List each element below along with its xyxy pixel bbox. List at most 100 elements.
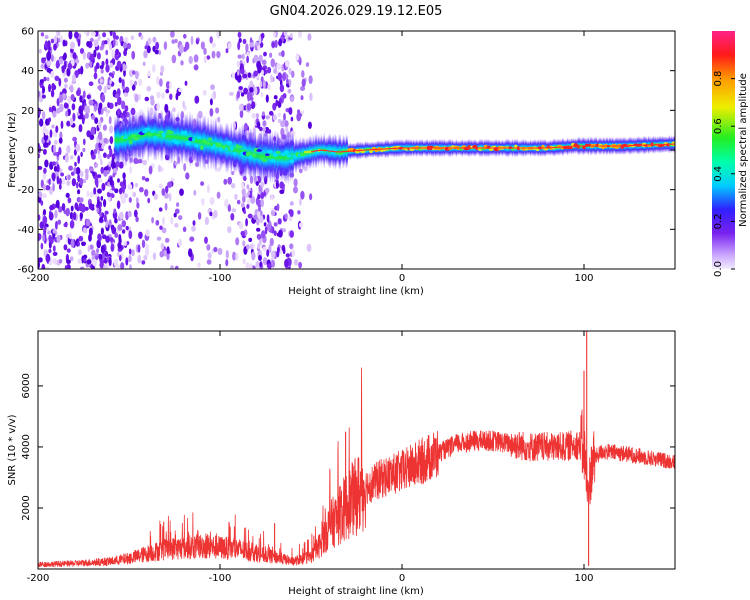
spectrogram-noise-cell: [295, 53, 300, 61]
spectrogram-noise-cell: [285, 253, 290, 258]
spectrogram-noise-cell: [54, 139, 58, 145]
spectrogram-noise-cell: [135, 197, 139, 204]
spectrogram-noise-cell: [241, 182, 245, 190]
spectrogram-noise-cell: [217, 247, 223, 255]
spectrogram-ridge-peak: [192, 137, 196, 142]
spectrogram-noise-cell: [46, 61, 52, 66]
spectrogram-content: [38, 31, 675, 269]
spectrogram-noise-cell: [65, 192, 70, 198]
spectrogram-noise-cell: [120, 262, 125, 269]
spectrogram-noise-cell: [249, 87, 254, 93]
spectrogram-ridge-peak: [183, 130, 187, 136]
spectrogram-noise-cell: [178, 215, 183, 221]
spectrogram-noise-cell: [180, 60, 184, 66]
snr-series-line: [38, 367, 675, 568]
spectrogram-ridge-peak: [251, 153, 256, 157]
spectrogram-noise-cell: [114, 102, 118, 107]
spectrogram-noise-cell: [164, 192, 169, 199]
spectrogram-ridge-peak: [120, 135, 125, 140]
spectrogram-noise-cell: [56, 164, 60, 173]
spectrogram-noise-cell: [237, 31, 242, 38]
spectrogram-ridge-column: [305, 138, 307, 168]
spectrogram-noise-cell: [277, 72, 282, 81]
spectrogram-ridge-peak: [289, 159, 295, 164]
spectrogram-noise-cell: [267, 83, 271, 91]
spectrogram-noise-cell: [62, 53, 67, 61]
spectrogram-noise-cell: [156, 76, 160, 86]
spectrogram-noise-cell: [103, 199, 107, 208]
spectrogram-noise-cell: [289, 243, 294, 250]
spectrogram-noise-cell: [159, 78, 163, 87]
spectrogram-noise-cell: [144, 189, 149, 197]
spectrogram-noise-cell: [111, 186, 115, 191]
spectrogram-noise-cell: [41, 94, 46, 99]
spectrogram-noise-cell: [276, 203, 280, 212]
spectrogram-noise-cell: [70, 239, 75, 248]
spectrogram-noise-cell: [48, 117, 51, 122]
spectrogram-noise-cell: [206, 244, 211, 251]
spectrogram-noise-cell: [206, 184, 210, 194]
snr-frame: [37, 330, 676, 570]
spectrogram-noise-cell: [71, 178, 77, 187]
spectrogram-noise-cell: [89, 191, 94, 198]
spectrogram-noise-cell: [260, 76, 264, 83]
spectrogram-noise-cell: [101, 252, 105, 261]
spectrogram-noise-cell: [77, 258, 82, 264]
spectrogram-noise-cell: [100, 68, 104, 74]
spectrogram-ridge-column: [184, 114, 186, 162]
spectrogram-noise-cell: [66, 180, 71, 186]
spectrogram-noise-cell: [58, 147, 62, 156]
spectrogram-noise-cell: [291, 249, 296, 257]
spectrogram-noise-cell: [132, 191, 137, 198]
spectrogram-noise-cell: [97, 188, 102, 194]
spectrogram-ridge-column: [238, 127, 240, 175]
spectrogram-noise-cell: [118, 77, 122, 84]
spectrogram-ylabel: Frequency (Hz): [7, 112, 18, 188]
spectrogram-noise-cell: [264, 187, 270, 193]
spectrogram-noise-cell: [40, 200, 44, 206]
spectrogram-noise-cell: [85, 171, 89, 181]
spectrogram-noise-cell: [249, 263, 253, 269]
spectrogram-ridge-column: [281, 135, 283, 181]
spectrogram-noise-cell: [102, 124, 107, 131]
spectrogram-ridge-column: [200, 121, 202, 163]
spectrogram-noise-cell: [91, 153, 96, 160]
spectrogram-noise-cell: [53, 35, 58, 44]
spectrogram-ridge-column: [166, 113, 168, 159]
spectrogram-noise-cell: [155, 41, 160, 50]
spectrogram-ridge-peak: [144, 127, 151, 131]
spectrogram-noise-cell: [153, 193, 158, 200]
spectrogram-ridge-column: [261, 137, 263, 175]
spectrogram-noise-cell: [261, 59, 267, 66]
spectrogram-noise-cell: [78, 235, 84, 242]
spectrogram-noise-cell: [121, 100, 126, 110]
spectrogram-noise-cell: [52, 251, 58, 256]
spectrogram-noise-cell: [174, 161, 178, 166]
spectrogram-noise-cell: [109, 148, 113, 158]
spectrogram-ridge-column: [114, 116, 116, 164]
spectrogram-noise-cell: [113, 258, 119, 267]
spectrogram-ridge-peak: [208, 137, 212, 141]
spectrogram-noise-cell: [68, 31, 73, 40]
spectrogram-ytick-label: 40: [21, 66, 34, 77]
spectrogram-ridge-column: [124, 112, 126, 166]
spectrogram-ridge-column: [283, 134, 285, 182]
spectrogram-ridge-column: [181, 110, 183, 165]
spectrogram-noise-cell: [135, 216, 139, 223]
spectrogram-noise-cell: [109, 79, 112, 85]
spectrogram-noise-cell: [249, 243, 253, 250]
spectrogram-noise-cell: [108, 189, 113, 194]
spectrogram-noise-cell: [118, 212, 124, 220]
spectrogram-noise-cell: [152, 252, 157, 261]
snr-xlabel: Height of straight line (km): [288, 586, 424, 597]
spectrogram-ridge-column: [304, 141, 306, 166]
spectrogram-ridge-column: [143, 112, 145, 158]
spectrogram-noise-cell: [248, 237, 253, 242]
spectrogram-noise-cell: [74, 58, 80, 64]
spectrogram-noise-cell: [44, 159, 49, 168]
spectrogram-noise-cell: [307, 121, 312, 129]
spectrogram-noise-cell: [256, 227, 261, 232]
spectrogram-noise-cell: [289, 230, 295, 238]
spectrogram-noise-cell: [309, 193, 313, 201]
